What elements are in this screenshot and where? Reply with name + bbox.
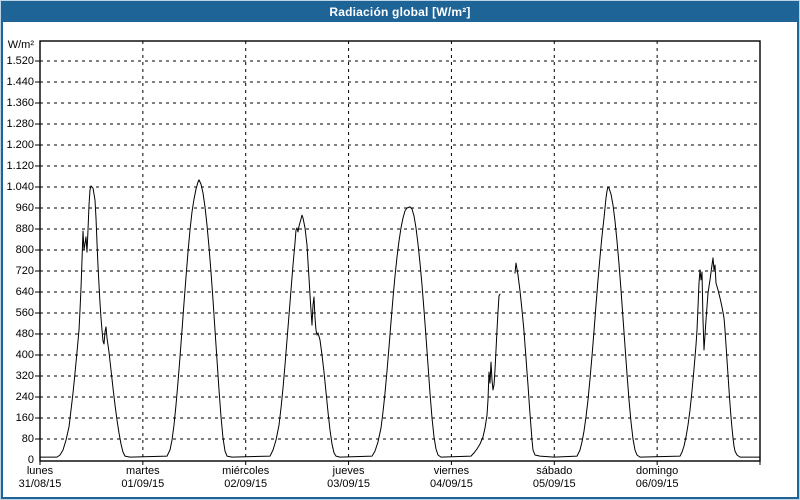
weekday-label: miércoles <box>222 465 270 477</box>
title-bar: Radiación global [W/m²] <box>1 1 799 22</box>
y-axis-tick-label: 1.360 <box>6 97 34 109</box>
date-label: 06/09/15 <box>635 478 679 490</box>
y-axis-tick-label: 640 <box>15 286 34 298</box>
weekday-label: martes <box>126 465 160 477</box>
date-label: 01/09/15 <box>121 478 165 490</box>
date-label: 04/09/15 <box>430 478 473 490</box>
weekday-label: viernes <box>433 465 470 477</box>
y-axis-tick-label: 0 <box>27 454 34 466</box>
weekday-label: lunes <box>26 465 54 477</box>
weekday-label: jueves <box>332 465 365 477</box>
y-axis-unit-label: W/m² <box>7 39 34 51</box>
y-axis-tick-label: 1.120 <box>6 160 34 172</box>
y-axis-tick-label: 880 <box>15 223 34 235</box>
date-label: 05/09/15 <box>532 478 576 490</box>
x-axis-day-label: sábado 05/09/15 <box>503 465 605 491</box>
x-axis-day-label: domingo 06/09/15 <box>606 465 708 491</box>
y-axis-tick-label: 1.440 <box>6 76 34 88</box>
x-axis-day-label: miércoles 02/09/15 <box>195 465 297 491</box>
x-axis-day-label: martes 01/09/15 <box>92 465 194 491</box>
y-axis-tick-label: 480 <box>15 328 34 340</box>
y-axis-tick-label: 1.520 <box>6 55 34 67</box>
y-axis-tick-label: 560 <box>15 307 34 319</box>
weekday-label: sábado <box>536 465 573 477</box>
date-label: 31/08/15 <box>18 478 62 490</box>
y-axis-tick-label: 1.200 <box>6 139 34 151</box>
y-axis-tick-label: 240 <box>15 391 34 403</box>
y-axis-tick-label: 160 <box>15 412 34 424</box>
chart-title: Radiación global [W/m²] <box>329 4 471 19</box>
y-axis-tick-label: 720 <box>15 265 34 277</box>
y-axis-tick-label: 1.280 <box>6 118 34 130</box>
y-axis-tick-label: 80 <box>21 433 34 445</box>
y-axis-tick-label: 400 <box>15 349 34 361</box>
weekday-label: domingo <box>636 465 679 477</box>
y-axis-tick-label: 1.040 <box>6 181 34 193</box>
x-axis-day-label: viernes 04/09/15 <box>400 465 502 491</box>
y-axis-tick-label: 960 <box>15 202 34 214</box>
date-label: 03/09/15 <box>327 478 370 490</box>
radiation-curve <box>39 179 761 458</box>
y-axis-tick-label: 800 <box>15 244 34 256</box>
x-axis-day-label: lunes 31/08/15 <box>0 465 91 491</box>
y-axis-tick-label: 320 <box>15 370 34 382</box>
x-axis-day-label: jueves 03/09/15 <box>298 465 400 491</box>
plot-border <box>39 40 761 462</box>
date-label: 02/09/15 <box>224 478 268 490</box>
